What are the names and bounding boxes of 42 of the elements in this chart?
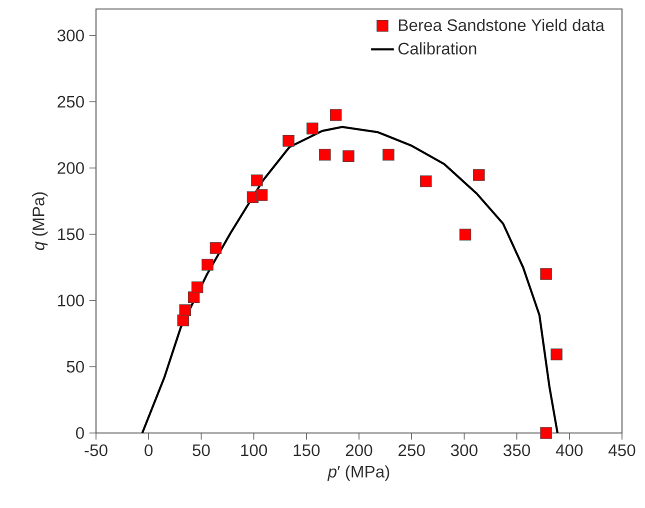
- x-axis-title: p′ (MPa): [327, 465, 390, 481]
- point: [550, 348, 562, 360]
- legend-label: Berea Sandstone Yield data: [398, 18, 604, 32]
- x-tick-label: 200: [346, 444, 372, 456]
- point: [256, 189, 268, 201]
- point: [540, 427, 552, 439]
- y-tick-label: 100: [58, 294, 84, 306]
- point: [251, 174, 263, 186]
- y-axis-title: q (MPa): [32, 192, 48, 250]
- x-tick-label: 300: [450, 444, 478, 456]
- legend-label: Calibration: [398, 42, 476, 54]
- point: [540, 268, 552, 280]
- point: [210, 242, 222, 254]
- point: [282, 134, 294, 147]
- point: [330, 109, 342, 121]
- y-tick-label: 150: [58, 228, 84, 240]
- point: [342, 150, 354, 162]
- y-tick-label: 200: [58, 162, 84, 174]
- point: [306, 122, 318, 134]
- x-tick-label: 100: [241, 444, 268, 456]
- point: [459, 228, 472, 241]
- y-tick-label: 0: [76, 427, 84, 439]
- x-tick-label: 150: [294, 444, 320, 456]
- y-tick-label: 250: [58, 96, 84, 108]
- x-tick-label: 450: [608, 444, 636, 456]
- point: [191, 281, 204, 294]
- x-tick-label: 350: [504, 444, 530, 456]
- y-tick-label: 50: [66, 360, 84, 373]
- x-tick-label: 0: [144, 444, 153, 456]
- point: [319, 148, 331, 161]
- x-tick-label: -50: [84, 444, 108, 456]
- point: [382, 148, 394, 161]
- y-tick-label: 300: [57, 30, 84, 42]
- x-tick-label: 400: [556, 444, 583, 456]
- x-tick-label: 250: [398, 444, 425, 456]
- point: [473, 169, 485, 181]
- line-series: [141, 126, 559, 434]
- point: [202, 258, 214, 271]
- x-tick-label: 50: [192, 444, 210, 456]
- point: [188, 291, 200, 304]
- point: [420, 175, 432, 188]
- point: [179, 304, 191, 316]
